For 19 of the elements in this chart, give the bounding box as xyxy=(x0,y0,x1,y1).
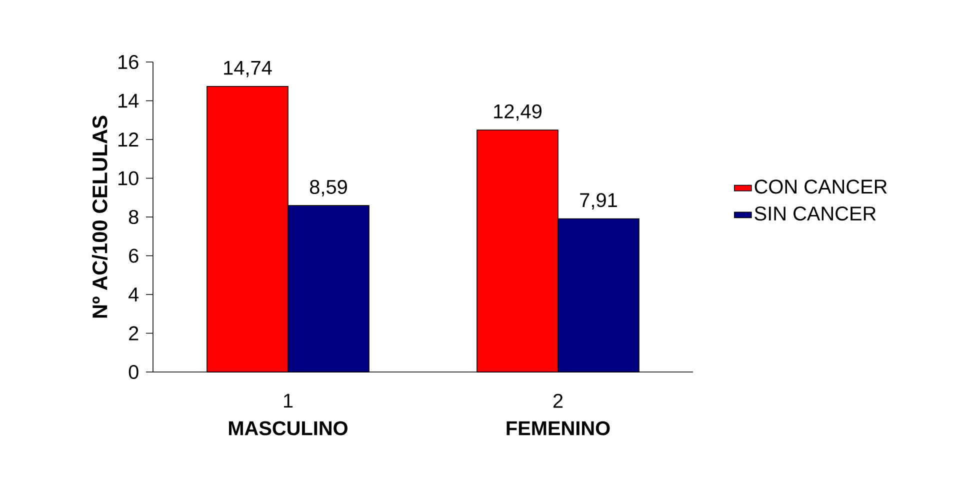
data-label: 12,49 xyxy=(494,104,542,121)
y-tick-label: 8 xyxy=(128,210,138,224)
legend-label: CON CANCER xyxy=(754,180,887,194)
data-label: 14,74 xyxy=(224,60,272,78)
data-label: 7,91 xyxy=(580,193,617,210)
y-tick-label: 14 xyxy=(118,94,139,108)
legend-label: SIN CANCER xyxy=(754,206,876,221)
y-tick-label: 16 xyxy=(118,54,138,70)
data-label: 8,59 xyxy=(310,180,347,196)
text: MASCULINO xyxy=(229,421,348,436)
y-tick-label: 10 xyxy=(118,171,138,186)
text: FEMENINO xyxy=(506,421,610,436)
y-axis-title: Nº AC/100 CELULAS xyxy=(92,116,108,318)
y-tick-label: 12 xyxy=(118,132,138,146)
y-tick-label: 4 xyxy=(128,288,139,302)
y-tick-label: 6 xyxy=(129,248,138,263)
y-tick-label: 0 xyxy=(128,364,138,380)
y-tick-label: 2 xyxy=(129,326,138,340)
x-tick-label: 1 xyxy=(284,394,293,408)
